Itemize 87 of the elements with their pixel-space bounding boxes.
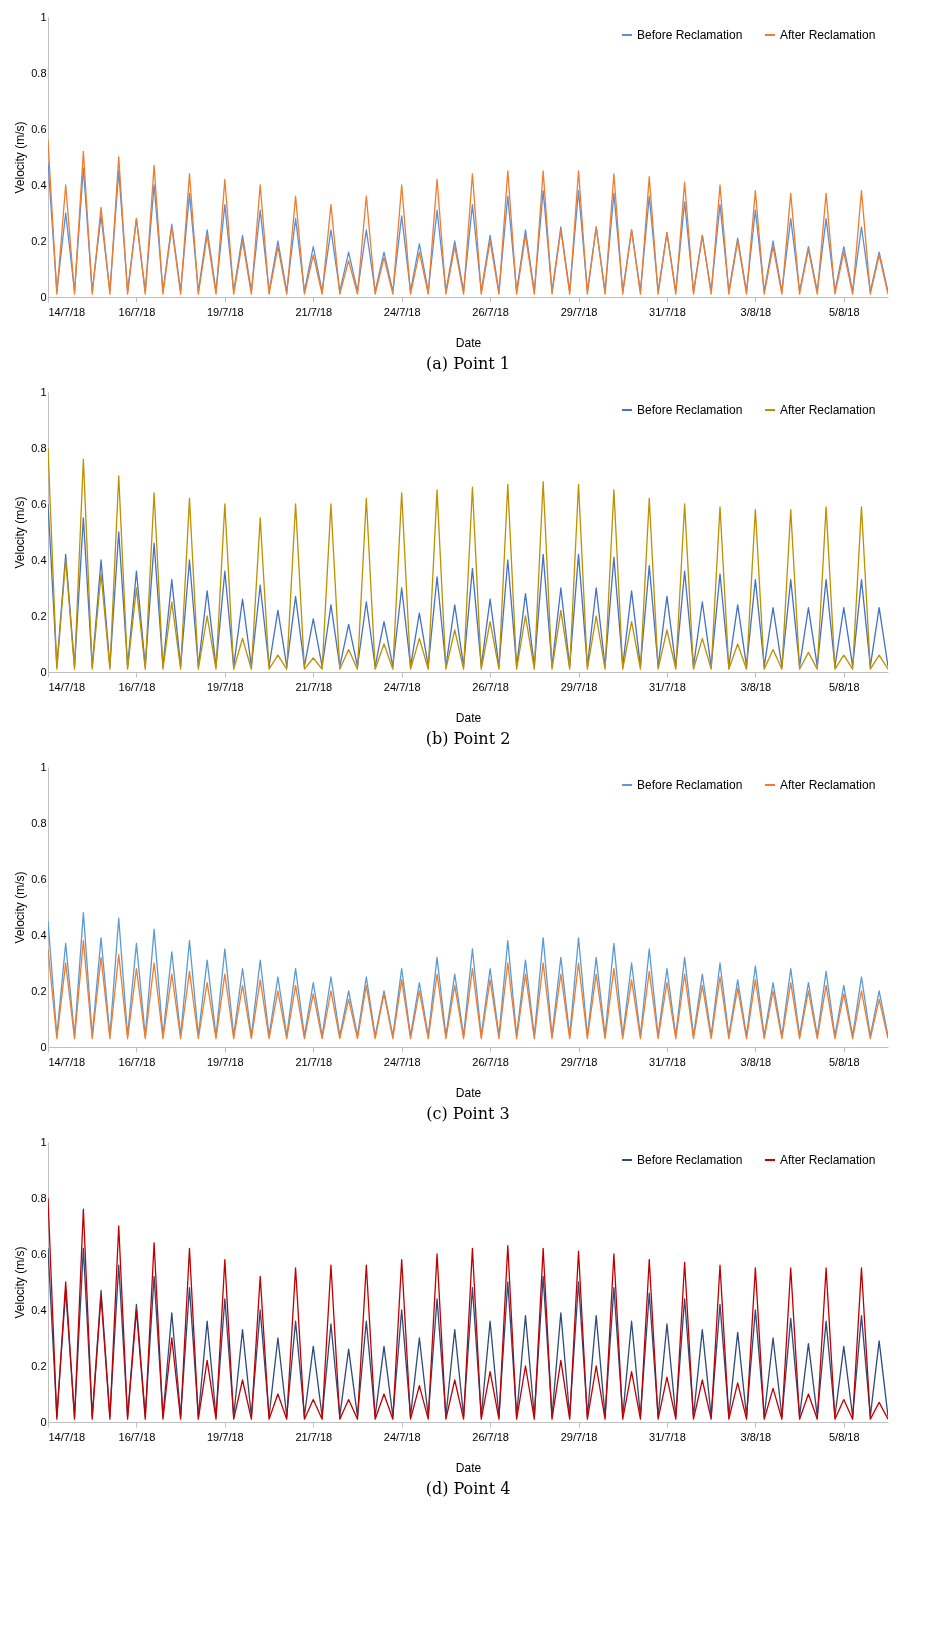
x-tick-label: 14/7/18 <box>48 1430 86 1443</box>
legend-label: After Reclamation <box>780 778 876 792</box>
x-tick-label: 5/8/18 <box>828 305 860 318</box>
legend-label: Before Reclamation <box>637 1153 743 1167</box>
x-tick-label: 19/7/18 <box>206 305 244 318</box>
legend-label: Before Reclamation <box>637 778 743 792</box>
x-tick-label: 16/7/18 <box>118 1430 156 1443</box>
x-tick-label: 16/7/18 <box>118 680 156 693</box>
y-tick-label: 1 <box>40 385 47 398</box>
y-tick-label: 0.8 <box>31 816 47 829</box>
x-tick-label: 5/8/18 <box>828 680 860 693</box>
y-tick-label: 0.6 <box>31 497 47 510</box>
x-axis-title: Date <box>455 1460 482 1475</box>
y-axis-title: Velocity (m/s) <box>13 1246 28 1319</box>
legend-label: After Reclamation <box>780 28 876 42</box>
y-tick-label: 0.8 <box>31 441 47 454</box>
x-tick-label: 3/8/18 <box>740 680 772 693</box>
y-axis-title: Velocity (m/s) <box>13 496 28 569</box>
y-tick-label: 1 <box>40 760 47 773</box>
y-tick-label: 0.4 <box>31 928 47 941</box>
x-tick-label: 5/8/18 <box>828 1430 860 1443</box>
y-tick-label: 0 <box>40 290 47 303</box>
x-tick-label: 19/7/18 <box>206 1055 244 1068</box>
x-tick-label: 3/8/18 <box>740 1430 772 1443</box>
line-series <box>48 939 888 1040</box>
x-tick-label: 14/7/18 <box>48 680 86 693</box>
y-tick-label: 0 <box>40 1415 47 1428</box>
y-tick-label: 0.6 <box>31 872 47 885</box>
x-axis-title: Date <box>455 710 482 725</box>
line-series <box>48 911 888 1037</box>
y-tick-label: 1 <box>40 10 47 23</box>
x-tick-label: 31/7/18 <box>649 1055 686 1068</box>
legend-label: After Reclamation <box>780 1153 876 1167</box>
x-tick-label: 5/8/18 <box>828 1055 860 1068</box>
y-tick-label: 0.2 <box>31 984 47 997</box>
x-tick-label: 24/7/18 <box>383 1055 421 1068</box>
x-tick-label: 26/7/18 <box>472 305 509 318</box>
line-series <box>48 503 888 668</box>
x-tick-label: 21/7/18 <box>295 1055 333 1068</box>
y-tick-label: 0.6 <box>31 1247 47 1260</box>
x-tick-label: 21/7/18 <box>295 680 333 693</box>
text: (d) Point 4 <box>425 1479 511 1498</box>
y-tick-label: 0.2 <box>31 609 47 622</box>
y-tick-label: 0 <box>40 1040 47 1053</box>
x-tick-label: 21/7/18 <box>295 1430 333 1443</box>
x-tick-label: 26/7/18 <box>472 1055 509 1068</box>
y-tick-label: 0.2 <box>31 234 47 247</box>
y-tick-label: 0.4 <box>31 1303 47 1316</box>
x-tick-label: 29/7/18 <box>560 1430 598 1443</box>
x-tick-label: 29/7/18 <box>560 305 598 318</box>
x-tick-label: 26/7/18 <box>472 1430 509 1443</box>
text: (b) Point 2 <box>425 729 511 748</box>
x-tick-label: 24/7/18 <box>383 680 421 693</box>
text: (c) Point 3 <box>426 1104 510 1123</box>
x-tick-label: 16/7/18 <box>118 305 156 318</box>
x-axis-title: Date <box>455 1085 482 1100</box>
legend-label: Before Reclamation <box>637 28 743 42</box>
legend-label: After Reclamation <box>780 403 876 417</box>
y-tick-label: 0.6 <box>31 122 47 135</box>
x-tick-label: 19/7/18 <box>206 1430 244 1443</box>
x-tick-label: 24/7/18 <box>383 305 421 318</box>
x-tick-label: 19/7/18 <box>206 680 244 693</box>
legend-label: Before Reclamation <box>637 403 743 417</box>
y-tick-label: 0.8 <box>31 1191 47 1204</box>
x-tick-label: 24/7/18 <box>383 1430 421 1443</box>
x-tick-label: 14/7/18 <box>48 1055 86 1068</box>
x-axis-title: Date <box>455 335 482 350</box>
x-tick-label: 29/7/18 <box>560 1055 598 1068</box>
x-tick-label: 21/7/18 <box>295 305 333 318</box>
y-tick-label: 1 <box>40 1135 47 1148</box>
y-tick-label: 0 <box>40 665 47 678</box>
x-tick-label: 14/7/18 <box>48 305 86 318</box>
x-tick-label: 31/7/18 <box>649 680 686 693</box>
x-tick-label: 29/7/18 <box>560 680 598 693</box>
x-tick-label: 31/7/18 <box>649 305 686 318</box>
x-tick-label: 3/8/18 <box>740 1055 772 1068</box>
y-tick-label: 0.4 <box>31 178 47 191</box>
y-axis-title: Velocity (m/s) <box>13 121 28 194</box>
y-tick-label: 0.4 <box>31 553 47 566</box>
x-tick-label: 16/7/18 <box>118 1055 156 1068</box>
y-tick-label: 0.8 <box>31 66 47 79</box>
x-tick-label: 26/7/18 <box>472 680 509 693</box>
y-tick-label: 0.2 <box>31 1359 47 1372</box>
text: (a) Point 1 <box>426 354 510 373</box>
y-axis-title: Velocity (m/s) <box>13 871 28 944</box>
x-tick-label: 31/7/18 <box>649 1430 686 1443</box>
x-tick-label: 3/8/18 <box>740 305 772 318</box>
